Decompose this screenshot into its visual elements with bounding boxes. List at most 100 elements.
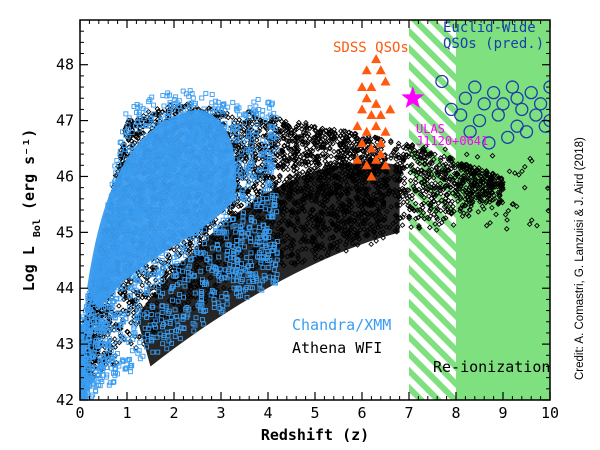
athena-point: [353, 135, 360, 142]
athena-point: [415, 150, 421, 157]
athena-point: [450, 163, 456, 170]
athena-point: [452, 180, 458, 187]
athena-point: [322, 158, 328, 164]
athena-point: [284, 127, 290, 134]
athena-point: [405, 213, 412, 220]
athena-point: [285, 166, 291, 173]
athena-point: [421, 215, 428, 222]
chandra-point: [262, 118, 268, 124]
chandra-point: [210, 196, 216, 202]
athena-point: [137, 333, 143, 340]
chandra-point: [143, 282, 149, 288]
athena-point: [392, 152, 398, 159]
athena-point: [451, 208, 457, 215]
chandra-point: [158, 317, 164, 323]
athena-point: [452, 187, 459, 194]
athena-point: [227, 207, 234, 214]
athena-point: [373, 238, 380, 244]
athena-point: [346, 129, 352, 136]
chandra-point: [156, 243, 162, 249]
athena-point: [421, 160, 428, 167]
athena-point: [284, 161, 291, 168]
chandra-point: [132, 194, 138, 200]
chandra-point: [164, 153, 169, 159]
athena-point: [462, 202, 469, 209]
athena-point: [303, 145, 310, 152]
athena-point: [297, 154, 303, 160]
chandra-point: [245, 183, 251, 189]
athena-point: [292, 155, 299, 162]
athena-point: [442, 215, 449, 221]
chandra-point: [160, 341, 166, 347]
athena-point: [442, 208, 449, 215]
athena-point: [263, 120, 270, 126]
chandra-point: [106, 234, 112, 240]
athena-point: [344, 153, 351, 160]
athena-point: [443, 191, 450, 198]
athena-point: [285, 122, 292, 129]
athena-point: [236, 142, 243, 148]
athena-point: [469, 193, 476, 199]
athena-point: [261, 170, 267, 177]
athena-point: [440, 162, 447, 168]
athena-point: [322, 128, 329, 134]
athena-point: [349, 145, 356, 152]
chandra-point: [156, 159, 162, 165]
athena-point: [482, 191, 488, 198]
athena-point: [409, 192, 416, 199]
athena-point: [427, 184, 434, 190]
athena-point: [409, 151, 415, 158]
athena-point: [435, 200, 442, 206]
athena-point: [475, 208, 482, 215]
athena-point: [427, 213, 434, 219]
athena-point: [128, 130, 134, 137]
athena-point: [236, 145, 242, 152]
athena-point: [269, 174, 276, 181]
athena-point: [432, 221, 438, 227]
athena-point: [338, 128, 344, 134]
athena-point: [426, 208, 433, 214]
athena-point: [318, 126, 325, 133]
athena-point: [491, 192, 497, 199]
athena-point: [483, 198, 490, 204]
athena-point: [284, 142, 291, 148]
athena-point: [448, 158, 455, 165]
athena-point: [134, 116, 141, 123]
athena-point: [424, 214, 431, 221]
chandra-point: [192, 290, 198, 296]
athena-point: [463, 200, 469, 207]
athena-point: [95, 351, 102, 357]
chandra-point: [159, 126, 165, 132]
athena-point: [407, 163, 414, 169]
athena-point: [312, 158, 318, 165]
athena-point: [243, 154, 250, 161]
athena-point: [421, 148, 428, 154]
athena-point: [120, 282, 127, 289]
athena-point: [491, 172, 498, 178]
athena-point: [476, 165, 482, 171]
athena-point: [366, 139, 373, 146]
athena-point: [465, 175, 472, 182]
athena-point: [395, 143, 402, 150]
athena-point: [327, 145, 333, 152]
athena-point: [467, 174, 474, 180]
chandra-point: [271, 267, 277, 273]
chandra-point: [222, 107, 228, 113]
chandra-point: [169, 139, 175, 144]
athena-point: [461, 173, 468, 180]
athena-point: [281, 133, 288, 139]
athena-point: [347, 155, 354, 162]
athena-point: [401, 188, 408, 195]
athena-point: [400, 193, 406, 200]
athena-point: [425, 171, 432, 178]
athena-point: [276, 177, 283, 184]
athena-point: [305, 162, 312, 168]
chandra-point: [136, 260, 142, 266]
athena-point: [211, 221, 217, 228]
chandra-point: [203, 90, 209, 96]
athena-point: [186, 241, 193, 248]
athena-point: [467, 207, 473, 213]
athena-point: [403, 141, 410, 148]
athena-point: [353, 146, 359, 153]
